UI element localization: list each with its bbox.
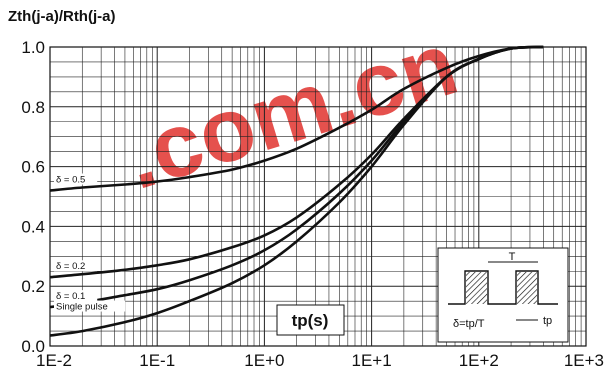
series-label-bg — [54, 260, 98, 272]
series-line-0 — [49, 45, 544, 192]
y-axis-title: Zth(j-a)/Rth(j-a) — [8, 8, 115, 25]
duty-formula: δ=tp/T — [453, 318, 485, 330]
series-label-bg — [54, 290, 98, 302]
x-tick-labels: 1E-2 1E-1 1E+0 1E+1 1E+2 1E+3 — [36, 351, 604, 370]
x-tick-label: 1E+3 — [564, 351, 604, 370]
series-label: δ = 0.1 — [56, 291, 85, 302]
duty-cycle-inset: T δ=tp/T tp — [437, 247, 569, 343]
x-tick-label: 1E+1 — [352, 351, 392, 370]
y-tick-labels: 0.0 0.2 0.4 0.6 0.8 1.0 — [21, 38, 45, 356]
y-tick-label: 0.4 — [21, 217, 45, 236]
series-label: δ = 0.5 — [56, 175, 85, 186]
x-tick-label: 1E+2 — [459, 351, 499, 370]
inset-box — [437, 247, 569, 343]
y-tick-label: 0.0 — [21, 337, 45, 356]
x-axis-label: tp(s) — [292, 311, 329, 330]
series-label: Single pulse — [56, 302, 108, 313]
series-label-bg — [54, 173, 98, 185]
period-label: T — [509, 251, 516, 263]
series-lines — [49, 45, 544, 337]
pulse-width-label: tp — [543, 315, 552, 327]
pulse-hatch-1 — [466, 272, 487, 304]
series-label-bg — [54, 300, 126, 312]
y-tick-label: 0.8 — [21, 98, 45, 117]
y-tick-label: 0.2 — [21, 277, 45, 296]
series-label: δ = 0.2 — [56, 261, 85, 272]
x-tick-label: 1E+0 — [244, 351, 284, 370]
x-axis-label-box — [276, 304, 345, 336]
x-tick-label: 1E-2 — [36, 351, 72, 370]
y-tick-label: 1.0 — [21, 38, 45, 57]
pulse-hatch-2 — [517, 272, 537, 304]
y-tick-label: 0.6 — [21, 158, 45, 177]
x-tick-label: 1E-1 — [139, 351, 175, 370]
pulse-waveform — [448, 270, 558, 305]
series-line-3 — [49, 45, 544, 337]
